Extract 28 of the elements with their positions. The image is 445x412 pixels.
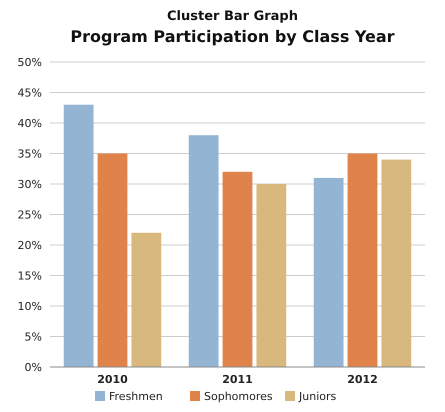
bar (188, 135, 219, 367)
legend-label: Freshmen (109, 390, 163, 403)
x-tick-label: 2010 (97, 373, 128, 386)
y-tick-label: 20% (18, 238, 42, 252)
y-tick-label: 50% (18, 56, 42, 69)
x-tick-label: 2011 (222, 373, 253, 386)
chart-title: Cluster Bar Graph (167, 9, 298, 24)
bar (98, 154, 128, 367)
y-tick-label: 35% (18, 147, 42, 160)
y-tick-label: 0% (24, 360, 42, 374)
bar (348, 154, 378, 367)
bar (131, 232, 162, 367)
y-tick-label: 15% (18, 269, 42, 282)
bar (381, 160, 412, 367)
y-tick-label: 5% (24, 330, 42, 344)
y-tick-label: 40% (18, 116, 42, 130)
y-tick-label: 25% (18, 208, 42, 222)
bar (314, 178, 344, 367)
chart-subtitle: Program Participation by Class Year (70, 27, 395, 46)
y-tick-label: 10% (18, 300, 42, 313)
y-tick-label: 45% (18, 86, 42, 100)
bar (256, 184, 286, 367)
bar (64, 104, 94, 367)
legend-label: Sophomores (204, 390, 273, 403)
y-tick-label: 30% (18, 178, 42, 191)
legend-label: Juniors (298, 390, 336, 403)
x-tick-label: 2012 (347, 373, 378, 386)
bar (222, 172, 252, 367)
